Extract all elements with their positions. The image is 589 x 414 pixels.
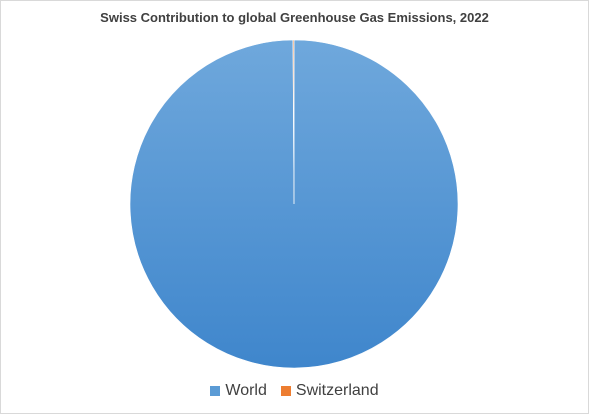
- legend-entry-world: World: [210, 382, 267, 400]
- pie-slices: [130, 40, 458, 368]
- legend-swatch-switzerland: [281, 386, 291, 396]
- legend-swatch-world: [210, 386, 220, 396]
- legend-label-world: World: [225, 382, 267, 400]
- legend-label-switzerland: Switzerland: [296, 382, 379, 400]
- legend: World Switzerland: [1, 382, 588, 400]
- legend-entry-switzerland: Switzerland: [281, 382, 379, 400]
